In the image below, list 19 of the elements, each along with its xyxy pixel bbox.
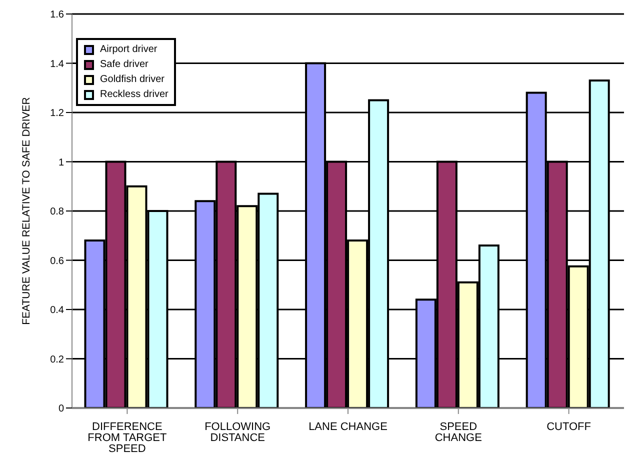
legend-label: Safe driver (100, 58, 148, 72)
y-tick-label: 0 (58, 404, 64, 415)
x-tick-label: LANE CHANGE (308, 420, 388, 433)
legend-label: Airport driver (100, 43, 158, 57)
x-tick-label: SPEED CHANGE (434, 420, 482, 444)
y-axis-title: FEATURE VALUE RELATIVE TO SAFE DRIVER (20, 96, 33, 325)
x-tick-label: FOLLOWING DISTANCE (204, 420, 271, 444)
y-tick-label: 1.2 (50, 108, 64, 120)
y-tick-label: 1.6 (50, 10, 64, 21)
legend-label: Goldfish driver (100, 73, 164, 87)
y-tick-label: 0.8 (50, 206, 64, 218)
y-tick-label: 0.6 (50, 256, 64, 267)
legend-label: Reckless driver (100, 88, 168, 102)
x-tick-label: DIFFERENCE FROM TARGET SPEED (88, 420, 167, 455)
y-tick-label: 1.4 (50, 58, 64, 70)
y-tick-label: 0.2 (50, 354, 64, 366)
y-tick-label: 1 (58, 157, 64, 168)
y-tick-label: 0.4 (50, 305, 64, 316)
x-tick-label: CUTOFF (546, 420, 592, 433)
